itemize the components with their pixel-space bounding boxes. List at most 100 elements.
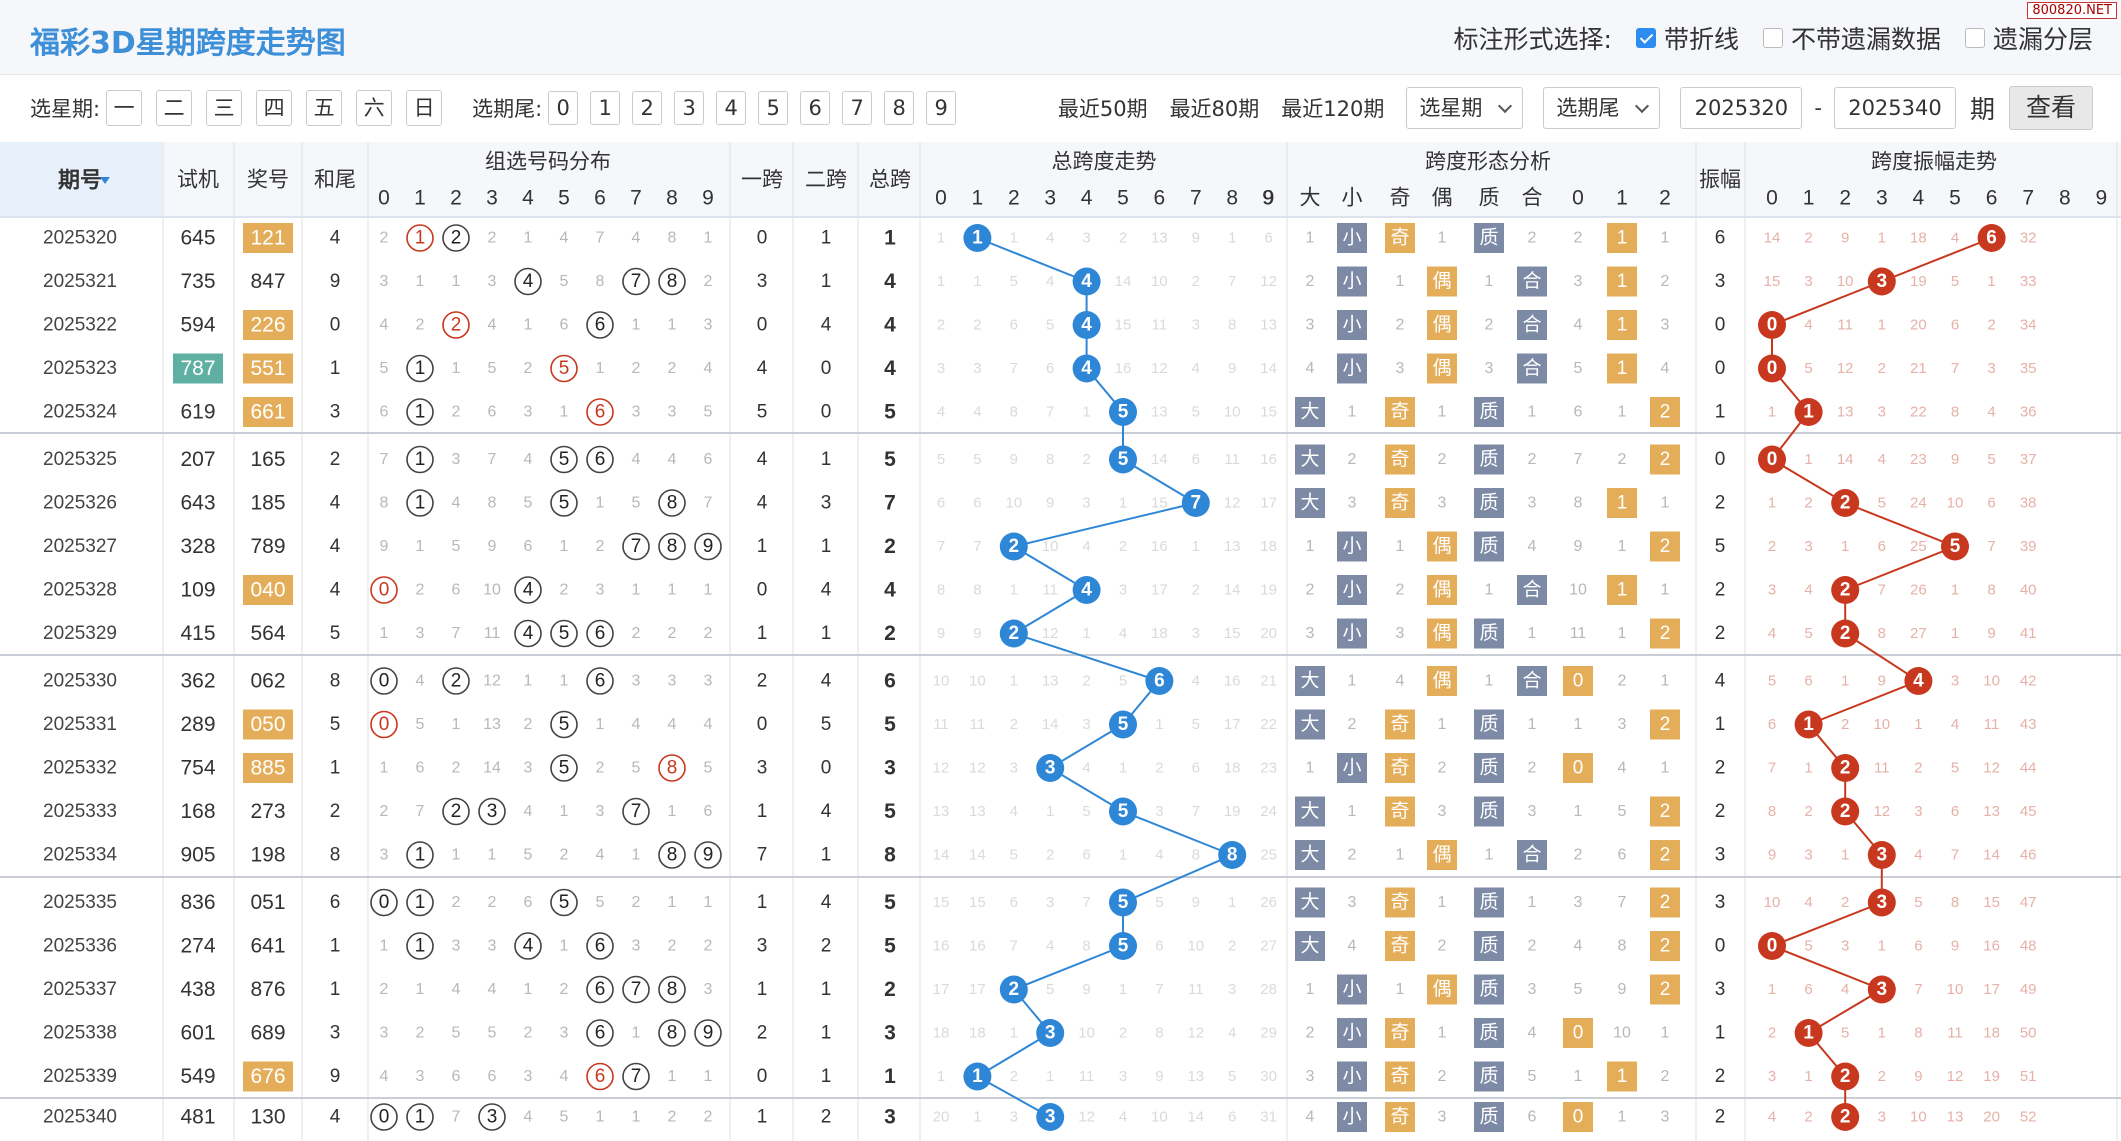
recent-50-link[interactable]: 最近50期 xyxy=(1057,97,1148,121)
dist-ball xyxy=(586,1062,614,1091)
weekday-button-sun[interactable]: 日 xyxy=(406,90,443,126)
weekday-button-mon[interactable]: 一 xyxy=(106,90,143,126)
amplitude-ball xyxy=(1831,1062,1860,1091)
start-period-input[interactable]: 2025320 xyxy=(1680,87,1803,129)
tail-button-3[interactable]: 3 xyxy=(674,91,705,125)
amp-miss-count: 1 xyxy=(1987,273,1995,290)
trend-miss-count: 14 xyxy=(1187,1109,1204,1126)
shape-miss-count: 7 xyxy=(1574,451,1583,468)
query-button[interactable]: 查看 xyxy=(2008,86,2093,130)
tail-button-1[interactable]: 1 xyxy=(590,91,621,125)
tail-button-0[interactable]: 0 xyxy=(548,91,579,125)
recent-80-link[interactable]: 最近80期 xyxy=(1169,97,1260,121)
miss-count: 5 xyxy=(596,894,605,911)
amp-miss-count: 9 xyxy=(1914,1068,1922,1085)
no-miss-option-label[interactable]: 不带遗漏数据 xyxy=(1790,25,1941,54)
recent-120-link[interactable]: 最近120期 xyxy=(1281,97,1385,121)
weekday-button-tue[interactable]: 二 xyxy=(156,90,193,126)
line-option-label[interactable]: 带折线 xyxy=(1663,25,1739,54)
dist-ball-digit: 8 xyxy=(667,979,678,1000)
miss-count: 2 xyxy=(632,625,641,642)
amplitude-ball xyxy=(1794,398,1823,426)
trend-miss-count: 12 xyxy=(1260,273,1277,290)
shape-mark xyxy=(1650,887,1680,918)
trend-miss-count: 20 xyxy=(1260,625,1277,642)
miss-count: 1 xyxy=(452,360,461,377)
shape-sub-header: 0 xyxy=(1572,187,1584,210)
layer-option-label[interactable]: 遗漏分层 xyxy=(1992,25,2093,54)
tail-select[interactable]: 选期尾 xyxy=(1543,87,1661,129)
shape-miss-count: 1 xyxy=(1574,1068,1583,1085)
tail-button-7[interactable]: 7 xyxy=(842,91,873,125)
shape-miss-count: 2 xyxy=(1574,230,1583,247)
amp-miss-count: 6 xyxy=(1768,716,1776,733)
trend-miss-count: 10 xyxy=(1042,538,1059,555)
shape-miss-count: 1 xyxy=(1574,803,1583,820)
shape-mark-text: 合 xyxy=(1522,579,1541,601)
tail-button-9[interactable]: 9 xyxy=(926,91,957,125)
no-miss-checkbox[interactable] xyxy=(1762,28,1783,48)
dist-ball-digit: 6 xyxy=(595,1066,606,1087)
trend-miss-count: 2 xyxy=(1082,673,1090,690)
prize-highlight xyxy=(243,397,293,427)
shape-sub-header: 合 xyxy=(1522,187,1543,210)
end-period-input[interactable]: 2025340 xyxy=(1833,87,1956,129)
trend-miss-count: 3 xyxy=(1119,582,1127,599)
shape-sub-header: 1 xyxy=(1616,187,1628,210)
miss-count: 1 xyxy=(596,716,605,733)
weekday-button-sat[interactable]: 六 xyxy=(356,90,393,126)
trend-miss-count: 1 xyxy=(1192,538,1200,555)
tail-button-5[interactable]: 5 xyxy=(758,91,789,125)
weekday-button-thu[interactable]: 四 xyxy=(256,90,293,126)
shape-mark xyxy=(1337,575,1367,605)
dist-ball-digit: 8 xyxy=(667,1023,678,1044)
test-number-cell: 109 xyxy=(180,579,215,602)
span1-cell: 3 xyxy=(757,936,768,957)
trend-miss-count: 8 xyxy=(1192,847,1200,864)
dist-ball xyxy=(514,576,542,604)
shape-miss-count: 3 xyxy=(1485,360,1494,377)
amp-miss-count: 4 xyxy=(1768,1109,1776,1126)
miss-count: 11 xyxy=(484,625,501,642)
shape-miss-count: 1 xyxy=(1661,1025,1670,1042)
shape-miss-count: 2 xyxy=(1574,847,1583,864)
shape-mark-text: 质 xyxy=(1479,757,1498,779)
amplitude-header: 振幅 xyxy=(1699,169,1741,192)
shape-mark xyxy=(1337,1061,1367,1092)
dist-ball xyxy=(406,445,434,474)
line-checkbox[interactable] xyxy=(1635,28,1656,48)
amplitude-ball-digit: 2 xyxy=(1840,580,1851,601)
amplitude-trend-header: 跨度振幅走势 xyxy=(1871,151,1997,174)
tail-button-6[interactable]: 6 xyxy=(800,91,831,125)
trend-miss-count: 7 xyxy=(1155,981,1163,998)
trend-miss-count: 14 xyxy=(969,847,986,864)
tail-button-8[interactable]: 8 xyxy=(884,91,915,125)
dist-ball xyxy=(622,532,650,561)
trend-miss-count: 4 xyxy=(1192,360,1200,377)
shape-miss-count: 9 xyxy=(1574,538,1583,555)
trend-digit-header: 4 xyxy=(1081,187,1093,210)
weekday-button-fri[interactable]: 五 xyxy=(306,90,343,126)
shape-mark xyxy=(1563,1018,1593,1048)
trend-miss-count: 6 xyxy=(1192,760,1200,777)
weekday-select[interactable]: 选星期 xyxy=(1406,87,1524,129)
shape-mark-text: 合 xyxy=(1522,670,1541,692)
amp-miss-count: 47 xyxy=(2020,894,2037,911)
miss-count: 7 xyxy=(488,451,497,468)
tail-button-4[interactable]: 4 xyxy=(716,91,747,125)
layer-checkbox[interactable] xyxy=(1964,28,1985,48)
shape-mark-text: 奇 xyxy=(1390,448,1409,470)
sort-down-icon[interactable] xyxy=(100,177,110,184)
trend-miss-count: 5 xyxy=(973,451,981,468)
period-cell: 2025332 xyxy=(43,758,117,779)
weekday-button-wed[interactable]: 三 xyxy=(206,90,243,126)
shape-mark-text: 1 xyxy=(1617,228,1628,249)
shape-mark xyxy=(1427,575,1457,605)
total-span-cell: 3 xyxy=(884,1106,896,1129)
amp-miss-count: 48 xyxy=(2020,938,2037,955)
shape-mark-text: 大 xyxy=(1300,891,1319,913)
prize-highlight xyxy=(243,709,293,740)
shape-miss-count: 2 xyxy=(1661,273,1670,290)
amp-miss-count: 11 xyxy=(1984,716,2000,733)
tail-button-2[interactable]: 2 xyxy=(632,91,663,125)
